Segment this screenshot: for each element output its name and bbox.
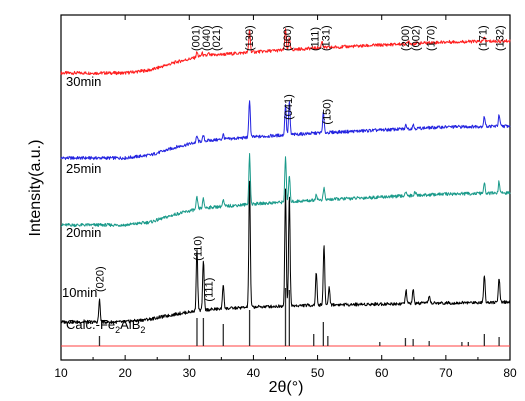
peak-label-(111): (111)	[309, 27, 321, 51]
series-line-25min	[60, 100, 511, 161]
peak-label-(041): (041)	[283, 94, 295, 120]
peak-label-(021): (021)	[211, 25, 223, 51]
peak-label-(132): (132)	[495, 25, 507, 51]
peak-label-(131): (131)	[320, 25, 332, 51]
peak-label-(020): (020)	[95, 266, 107, 292]
y-axis-label: Intensity(a.u.)	[27, 140, 44, 237]
series-layer	[60, 28, 511, 347]
x-tick-label-40: 40	[247, 366, 261, 380]
x-tick-label-60: 60	[375, 366, 389, 380]
peak-label-(040): (040)	[201, 25, 213, 51]
peak-label-(170): (170)	[426, 25, 438, 51]
peak-label-(110): (110)	[193, 236, 205, 261]
series-line-20min	[60, 153, 511, 228]
series-label-10min: 10min	[62, 285, 97, 300]
peak-label-(171): (171)	[477, 25, 489, 51]
series-label-30min: 30min	[66, 74, 101, 89]
x-axis-ticks: 10 20 30 40 50 60 70 80	[54, 15, 517, 380]
peak-label-(002): (002)	[411, 25, 423, 51]
series-line-10min	[60, 180, 511, 324]
x-tick-label-80: 80	[503, 366, 517, 380]
series-label-calc: Calc.-Fe2AlB2	[66, 317, 145, 335]
annotation-layer: 30min(001)(040)(021) (130) (060) (111)(131)…	[62, 25, 507, 335]
x-tick-label-10: 10	[54, 366, 68, 380]
x-tick-label-70: 70	[439, 366, 453, 380]
series-line-30min	[60, 28, 511, 76]
peak-label-(111): (111)	[204, 278, 216, 302]
x-tick-label-30: 30	[183, 366, 197, 380]
x-tick-label-50: 50	[311, 366, 325, 380]
x-tick-label-20: 20	[118, 366, 132, 380]
x-axis-label: 2θ(°)	[269, 379, 304, 396]
series-label-25min: 25min	[66, 161, 101, 176]
peak-label-(150): (150)	[322, 99, 334, 125]
peak-label-(130): (130)	[244, 25, 256, 51]
peak-label-(200): (200)	[400, 25, 412, 51]
peak-label-(060): (060)	[282, 25, 294, 51]
series-label-20min: 20min	[66, 225, 101, 240]
peak-label-(001): (001)	[191, 25, 203, 51]
